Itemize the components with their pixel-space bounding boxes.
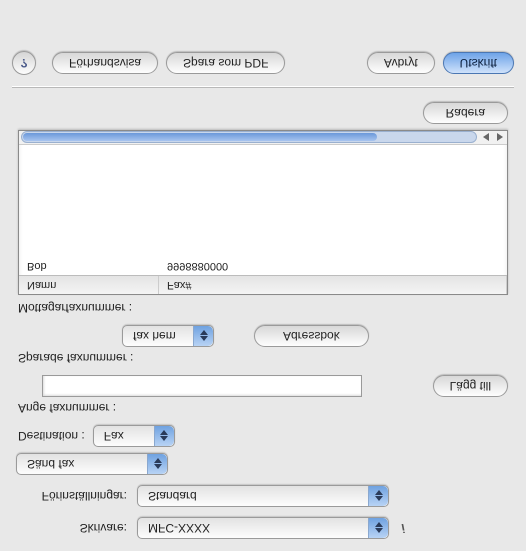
printer-label: Skrivare: xyxy=(12,521,137,535)
add-button[interactable]: Lägg till xyxy=(433,375,508,397)
presets-label: Förinställningar: xyxy=(12,489,137,503)
column-fax[interactable]: Fax# xyxy=(159,276,507,294)
footer: ? Förhandsvisa Spara som PDF Avbryt Utsk… xyxy=(12,51,514,75)
info-icon[interactable]: i xyxy=(395,520,411,536)
enter-fax-input[interactable] xyxy=(42,375,362,397)
section-row: Sänd fax xyxy=(12,453,514,475)
scroll-thumb[interactable] xyxy=(23,134,377,142)
scroll-right-icon[interactable] xyxy=(493,132,507,144)
updown-icon xyxy=(368,486,388,506)
delete-button[interactable]: Radera xyxy=(423,102,508,124)
help-button[interactable]: ? xyxy=(12,51,36,75)
stored-fax-select-value: fax hem xyxy=(123,326,193,346)
cancel-button[interactable]: Avbryt xyxy=(367,52,435,74)
destination-row: Destination : Fax xyxy=(18,425,514,447)
enter-fax-label: Ange faxnummer : xyxy=(18,401,514,415)
horizontal-scrollbar[interactable] xyxy=(19,131,507,145)
divider xyxy=(12,87,514,88)
stored-fax-row: fax hem Adressbok xyxy=(122,325,514,347)
printer-select-value: MFC-XXXX xyxy=(138,518,368,538)
presets-row: Förinställningar: Standard xyxy=(12,485,514,507)
presets-select[interactable]: Standard xyxy=(137,485,389,507)
list-header: Namn Fax# xyxy=(19,275,507,294)
print-button[interactable]: Utskrift xyxy=(443,52,514,74)
recipients-label: Mottagarfaxnummer : xyxy=(18,301,514,315)
updown-icon xyxy=(154,426,174,446)
column-name[interactable]: Namn xyxy=(19,276,159,294)
updown-icon xyxy=(193,326,213,346)
cell-name: Bob xyxy=(19,257,159,275)
printer-select[interactable]: MFC-XXXX xyxy=(137,517,389,539)
updown-icon xyxy=(147,454,167,474)
section-select-value: Sänd fax xyxy=(17,454,147,474)
scroll-track[interactable] xyxy=(21,132,477,144)
table-row[interactable]: Bob 9998880000 xyxy=(19,257,507,275)
stored-fax-select[interactable]: fax hem xyxy=(122,325,214,347)
presets-select-value: Standard xyxy=(138,486,368,506)
enter-fax-row: Lägg till xyxy=(42,375,514,397)
destination-select-value: Fax xyxy=(94,426,154,446)
destination-label: Destination : xyxy=(18,429,93,443)
delete-row: Radera xyxy=(12,102,514,124)
printer-row: Skrivare: MFC-XXXX i xyxy=(12,517,514,539)
addressbook-button[interactable]: Adressbok xyxy=(254,325,369,347)
destination-select[interactable]: Fax xyxy=(93,425,175,447)
save-as-pdf-button[interactable]: Spara som PDF xyxy=(166,52,285,74)
updown-icon xyxy=(368,518,388,538)
cell-fax: 9998880000 xyxy=(159,257,507,275)
stored-fax-label: Sparade faxnummer : xyxy=(18,351,514,365)
recipients-list: Namn Fax# Bob 9998880000 xyxy=(18,130,508,295)
scroll-left-icon[interactable] xyxy=(479,132,493,144)
list-body[interactable]: Bob 9998880000 xyxy=(19,145,507,275)
section-select[interactable]: Sänd fax xyxy=(16,453,168,475)
preview-button[interactable]: Förhandsvisa xyxy=(52,52,158,74)
